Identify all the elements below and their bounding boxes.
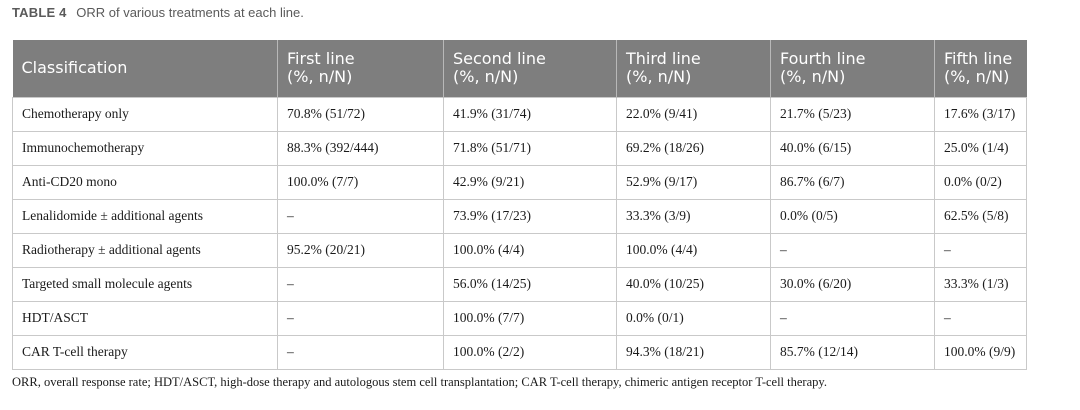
first-line-cell: –	[277, 334, 444, 370]
third-line-cell: 33.3% (3/9)	[616, 198, 771, 234]
third-line-cell: 40.0% (10/25)	[616, 266, 771, 302]
first-line-cell: 95.2% (20/21)	[277, 232, 444, 268]
first-line-cell: –	[277, 300, 444, 336]
first-line-cell: 88.3% (392/444)	[277, 130, 444, 166]
column-header-third-line: Third line (%, n/N)	[616, 40, 771, 97]
third-line-cell: 100.0% (4/4)	[616, 232, 771, 268]
column-header-unit: (%, n/N)	[453, 67, 519, 87]
table-footnote: ORR, overall response rate; HDT/ASCT, hi…	[12, 375, 827, 389]
table-caption: TABLE 4 ORR of various treatments at eac…	[12, 5, 304, 20]
first-line-cell: –	[277, 198, 444, 234]
row-classification-cell: Immunochemotherapy	[12, 130, 278, 166]
fourth-line-cell: 40.0% (6/15)	[770, 130, 935, 166]
fourth-line-cell: 21.7% (5/23)	[770, 96, 935, 132]
first-line-cell: –	[277, 266, 444, 302]
column-header-fourth-line: Fourth line (%, n/N)	[770, 40, 935, 97]
fifth-line-cell: 62.5% (5/8)	[934, 198, 1027, 234]
column-header-unit: (%, n/N)	[287, 67, 353, 87]
fifth-line-cell: 17.6% (3/17)	[934, 96, 1027, 132]
column-header-fifth-line: Fifth line (%, n/N)	[934, 40, 1027, 97]
table-title: ORR of various treatments at each line.	[76, 5, 304, 20]
table-header: Classification First line (%, n/N) Secon…	[12, 40, 1027, 97]
column-header-label: Classification	[21, 58, 128, 78]
fourth-line-cell: 85.7% (12/14)	[770, 334, 935, 370]
row-classification-cell: Lenalidomide ± additional agents	[12, 198, 278, 234]
table-body: Chemotherapy only 70.8% (51/72) 41.9% (3…	[12, 96, 1027, 370]
third-line-cell: 94.3% (18/21)	[616, 334, 771, 370]
third-line-cell: 0.0% (0/1)	[616, 300, 771, 336]
table-row: HDT/ASCT – 100.0% (7/7) 0.0% (0/1) – –	[12, 300, 1027, 336]
row-classification-cell: Radiotherapy ± additional agents	[12, 232, 278, 268]
second-line-cell: 56.0% (14/25)	[443, 266, 617, 302]
table-row: Lenalidomide ± additional agents – 73.9%…	[12, 198, 1027, 234]
first-line-cell: 70.8% (51/72)	[277, 96, 444, 132]
column-header-label: First line	[287, 49, 355, 69]
header-row: Classification First line (%, n/N) Secon…	[12, 40, 1027, 97]
column-header-unit: (%, n/N)	[780, 67, 846, 87]
column-header-unit: (%, n/N)	[626, 67, 692, 87]
fifth-line-cell: 100.0% (9/9)	[934, 334, 1027, 370]
table-row: Immunochemotherapy 88.3% (392/444) 71.8%…	[12, 130, 1027, 166]
second-line-cell: 41.9% (31/74)	[443, 96, 617, 132]
column-header-unit: (%, n/N)	[944, 67, 1010, 87]
fifth-line-cell: 0.0% (0/2)	[934, 164, 1027, 200]
fifth-line-cell: –	[934, 300, 1027, 336]
table-row: Radiotherapy ± additional agents 95.2% (…	[12, 232, 1027, 268]
row-classification-cell: Chemotherapy only	[12, 96, 278, 132]
orr-table: Classification First line (%, n/N) Secon…	[12, 40, 1027, 370]
row-classification-cell: Targeted small molecule agents	[12, 266, 278, 302]
third-line-cell: 22.0% (9/41)	[616, 96, 771, 132]
table-row: Anti-CD20 mono 100.0% (7/7) 42.9% (9/21)…	[12, 164, 1027, 200]
column-header-label: Fifth line	[944, 49, 1013, 69]
fourth-line-cell: –	[770, 232, 935, 268]
fifth-line-cell: –	[934, 232, 1027, 268]
fourth-line-cell: –	[770, 300, 935, 336]
row-classification-cell: CAR T-cell therapy	[12, 334, 278, 370]
table-number: TABLE 4	[12, 5, 67, 20]
fourth-line-cell: 86.7% (6/7)	[770, 164, 935, 200]
third-line-cell: 52.9% (9/17)	[616, 164, 771, 200]
second-line-cell: 100.0% (4/4)	[443, 232, 617, 268]
second-line-cell: 71.8% (51/71)	[443, 130, 617, 166]
second-line-cell: 42.9% (9/21)	[443, 164, 617, 200]
column-header-classification: Classification	[13, 40, 278, 97]
column-header-second-line: Second line (%, n/N)	[443, 40, 617, 97]
row-classification-cell: HDT/ASCT	[12, 300, 278, 336]
second-line-cell: 100.0% (2/2)	[443, 334, 617, 370]
fourth-line-cell: 30.0% (6/20)	[770, 266, 935, 302]
fourth-line-cell: 0.0% (0/5)	[770, 198, 935, 234]
third-line-cell: 69.2% (18/26)	[616, 130, 771, 166]
table-row: Targeted small molecule agents – 56.0% (…	[12, 266, 1027, 302]
column-header-label: Second line	[453, 49, 546, 69]
fifth-line-cell: 25.0% (1/4)	[934, 130, 1027, 166]
column-header-label: Third line	[626, 49, 701, 69]
column-header-first-line: First line (%, n/N)	[277, 40, 444, 97]
first-line-cell: 100.0% (7/7)	[277, 164, 444, 200]
table-row: Chemotherapy only 70.8% (51/72) 41.9% (3…	[12, 96, 1027, 132]
row-classification-cell: Anti-CD20 mono	[12, 164, 278, 200]
column-header-label: Fourth line	[780, 49, 866, 69]
table-row: CAR T-cell therapy – 100.0% (2/2) 94.3% …	[12, 334, 1027, 370]
second-line-cell: 100.0% (7/7)	[443, 300, 617, 336]
second-line-cell: 73.9% (17/23)	[443, 198, 617, 234]
fifth-line-cell: 33.3% (1/3)	[934, 266, 1027, 302]
